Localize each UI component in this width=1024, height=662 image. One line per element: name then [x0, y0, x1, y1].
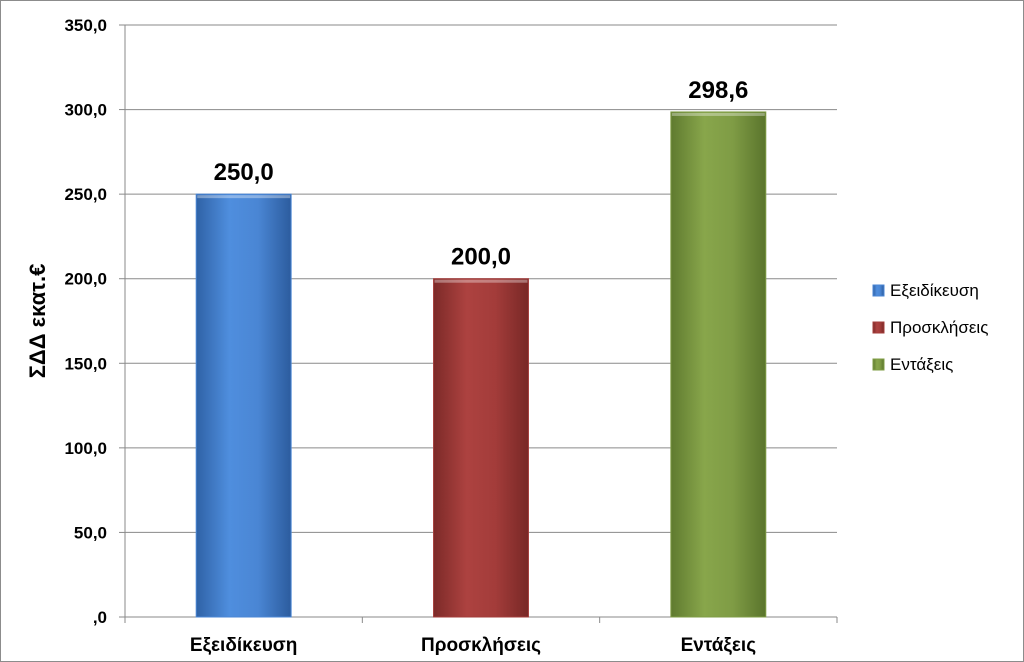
x-tick-label: Εξειδίκευση	[190, 635, 298, 656]
y-tick-label: ,0	[93, 608, 107, 627]
bar-highlight	[197, 195, 291, 199]
bar-highlight	[434, 279, 528, 283]
legend: Εξειδίκευση Προσκλήσεις Εντάξεις	[872, 281, 988, 374]
legend-swatch	[872, 321, 885, 334]
y-tick-label: 150,0	[64, 354, 107, 373]
legend-swatch	[872, 358, 885, 371]
bar-1	[195, 193, 292, 618]
legend-entry: Εντάξεις	[890, 355, 953, 374]
x-tick-label: Προσκλήσεις	[421, 635, 541, 656]
legend-swatch	[872, 284, 885, 297]
bar-3	[670, 111, 767, 618]
labels: ,0 50,0 100,0 150,0 200,0 250,0 300,0 350,0 250,…	[64, 16, 756, 656]
y-tick-label: 50,0	[74, 523, 107, 542]
y-axis-title: ΣΔΔ εκατ.€	[25, 264, 50, 379]
y-tick-label: 200,0	[64, 270, 107, 289]
bar-highlight	[671, 112, 765, 116]
bars	[195, 111, 767, 618]
y-tick-label: 100,0	[64, 439, 107, 458]
y-tick-label: 350,0	[64, 16, 107, 35]
data-label: 250,0	[214, 159, 274, 186]
legend-entry: Εξειδίκευση	[890, 281, 979, 300]
x-tick-label: Εντάξεις	[681, 635, 757, 656]
y-tick-label: 300,0	[64, 101, 107, 120]
data-label: 298,6	[688, 77, 748, 104]
data-label: 200,0	[451, 244, 511, 271]
bar-2	[433, 278, 529, 618]
y-tick-label: 250,0	[64, 185, 107, 204]
legend-entry: Προσκλήσεις	[890, 318, 988, 337]
